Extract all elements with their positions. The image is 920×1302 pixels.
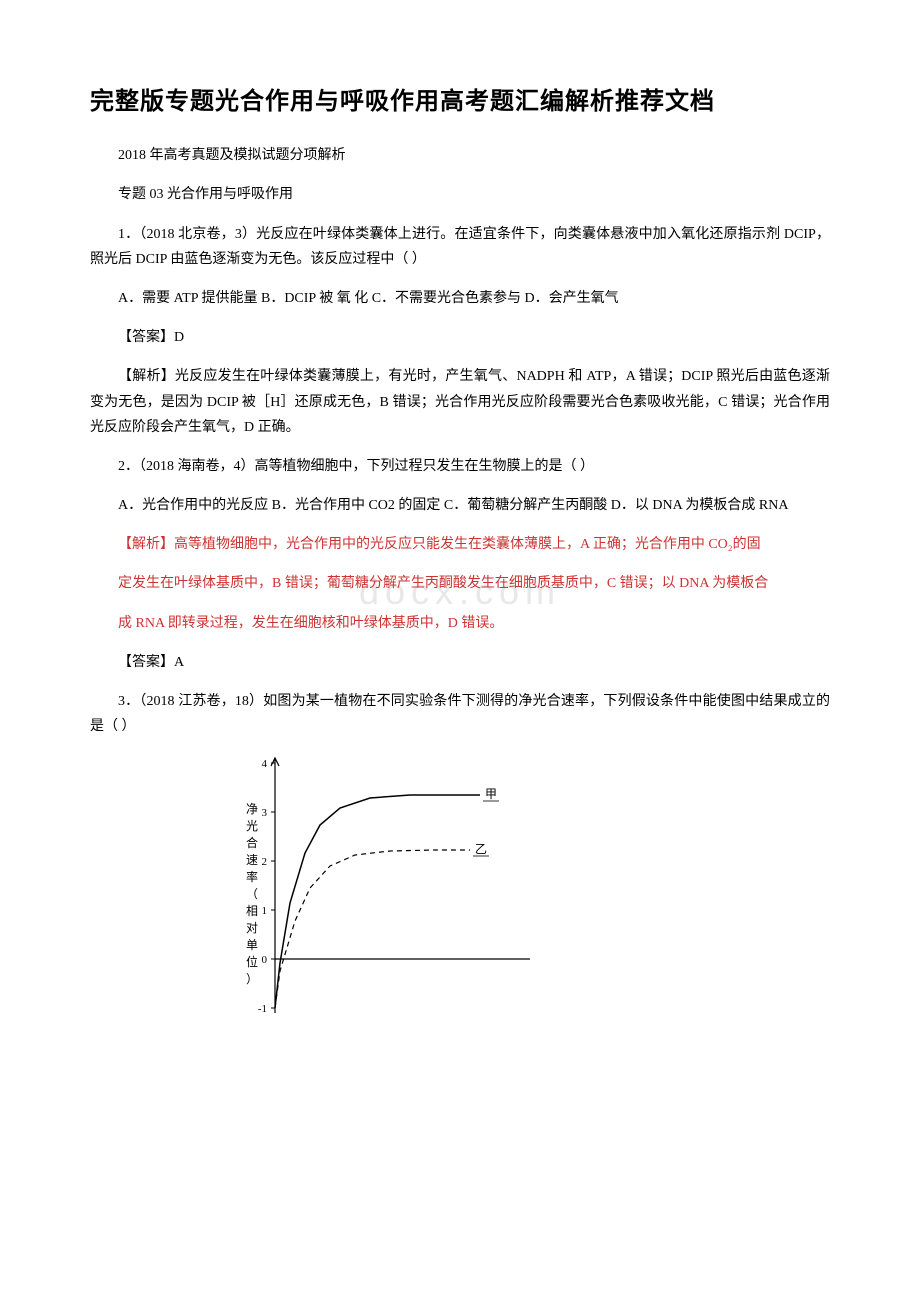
q1-answer: 【答案】D <box>90 325 830 350</box>
svg-text:位: 位 <box>246 954 258 969</box>
q3-stem: 3．（2018 江苏卷，18）如图为某一植物在不同实验条件下测得的净光合速率，下… <box>90 689 830 739</box>
svg-text:相: 相 <box>246 904 258 918</box>
document-title: 完整版专题光合作用与呼吸作用高考题汇编解析推荐文档 <box>90 80 830 123</box>
q1-options: A．需要 ATP 提供能量 B．DCIP 被 氧 化 C．不需要光合色素参与 D… <box>90 286 830 311</box>
q2-analysis-1: 【解析】高等植物细胞中，光合作用中的光反应只能发生在类囊体薄膜上，A 正确；光合… <box>90 532 830 557</box>
q2-options: A．光合作用中的光反应 B．光合作用中 CO2 的固定 C．葡萄糖分解产生丙酮酸… <box>90 493 830 518</box>
svg-text:率: 率 <box>246 869 258 884</box>
q2-analysis-2: 定发生在叶绿体基质中，B 错误；葡萄糖分解产生丙酮酸发生在细胞质基质中，C 错误… <box>90 571 830 596</box>
svg-text:对: 对 <box>246 921 258 935</box>
net-photosynthesis-chart: -1 0 1 2 3 4 净光合速率 （ 相对单位 ） 甲乙 <box>240 753 550 1043</box>
svg-text:）: ） <box>246 972 258 986</box>
svg-text:0: 0 <box>262 954 268 966</box>
svg-text:-1: -1 <box>258 1003 267 1015</box>
svg-text:4: 4 <box>262 758 268 770</box>
q1-stem: 1．（2018 北京卷，3）光反应在叶绿体类囊体上进行。在适宜条件下，向类囊体悬… <box>90 222 830 272</box>
svg-text:乙: 乙 <box>475 842 487 856</box>
svg-text:速: 速 <box>246 853 258 867</box>
svg-text:净: 净 <box>246 802 258 816</box>
svg-text:甲: 甲 <box>485 787 497 801</box>
intro-line-2: 专题 03 光合作用与呼吸作用 <box>90 182 830 207</box>
svg-text:2: 2 <box>262 856 268 868</box>
q2-stem: 2．（2018 海南卷，4）高等植物细胞中，下列过程只发生在生物膜上的是（ ） <box>90 454 830 479</box>
svg-text:3: 3 <box>262 807 268 819</box>
svg-text:合: 合 <box>246 835 258 850</box>
q2-answer: 【答案】A <box>90 650 830 675</box>
svg-text:光: 光 <box>246 819 258 833</box>
q1-analysis: 【解析】光反应发生在叶绿体类囊薄膜上，有光时，产生氧气、NADPH 和 ATP，… <box>90 364 830 440</box>
svg-text:（: （ <box>246 887 258 901</box>
svg-text:1: 1 <box>262 905 268 917</box>
svg-text:单: 单 <box>246 938 258 952</box>
intro-line-1: 2018 年高考真题及模拟试题分项解析 <box>90 143 830 168</box>
chart-container: -1 0 1 2 3 4 净光合速率 （ 相对单位 ） 甲乙 <box>240 753 830 1054</box>
q2-analysis-3: 成 RNA 即转录过程，发生在细胞核和叶绿体基质中，D 错误。 <box>90 611 830 636</box>
